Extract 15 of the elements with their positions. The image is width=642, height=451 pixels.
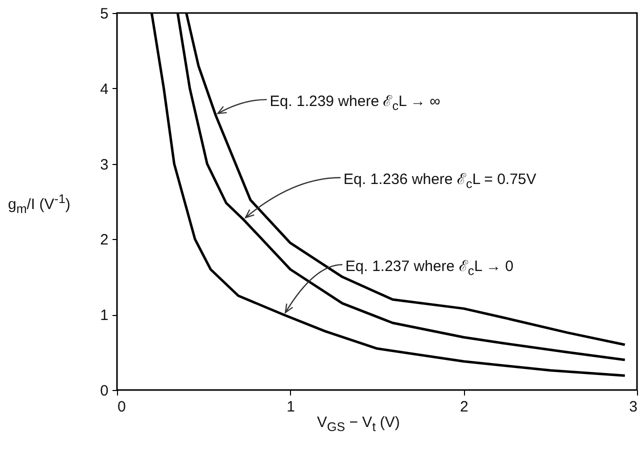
- annotation: Eq. 1.236 where ℰ$_{c}$L = 0.75V: [344, 170, 536, 191]
- x-tick-label: 0: [118, 398, 126, 416]
- y-tick-label: 1: [100, 307, 108, 324]
- y-axis-title: g$_{m}$/I (V$^{-1}$): [8, 192, 70, 216]
- y-tick-label: 3: [100, 156, 108, 174]
- x-tick-label: 2: [460, 398, 468, 416]
- y-tick-label: 2: [100, 232, 108, 249]
- y-tick-label: 5: [100, 6, 108, 22]
- y-tick-label: 4: [100, 80, 108, 98]
- x-tick-label: 1: [286, 398, 296, 416]
- annotation: Eq. 1.237 where ℰ$_{c}$L → 0: [345, 256, 514, 278]
- y-tick-label: 0: [100, 382, 108, 400]
- x-axis-title: V$_{GS}$ − V$_{t}$ (V): [317, 414, 400, 434]
- annotation: Eq. 1.239 where ℰ$_{c}$L → ∞: [270, 92, 440, 113]
- x-tick-label: 3: [629, 398, 638, 416]
